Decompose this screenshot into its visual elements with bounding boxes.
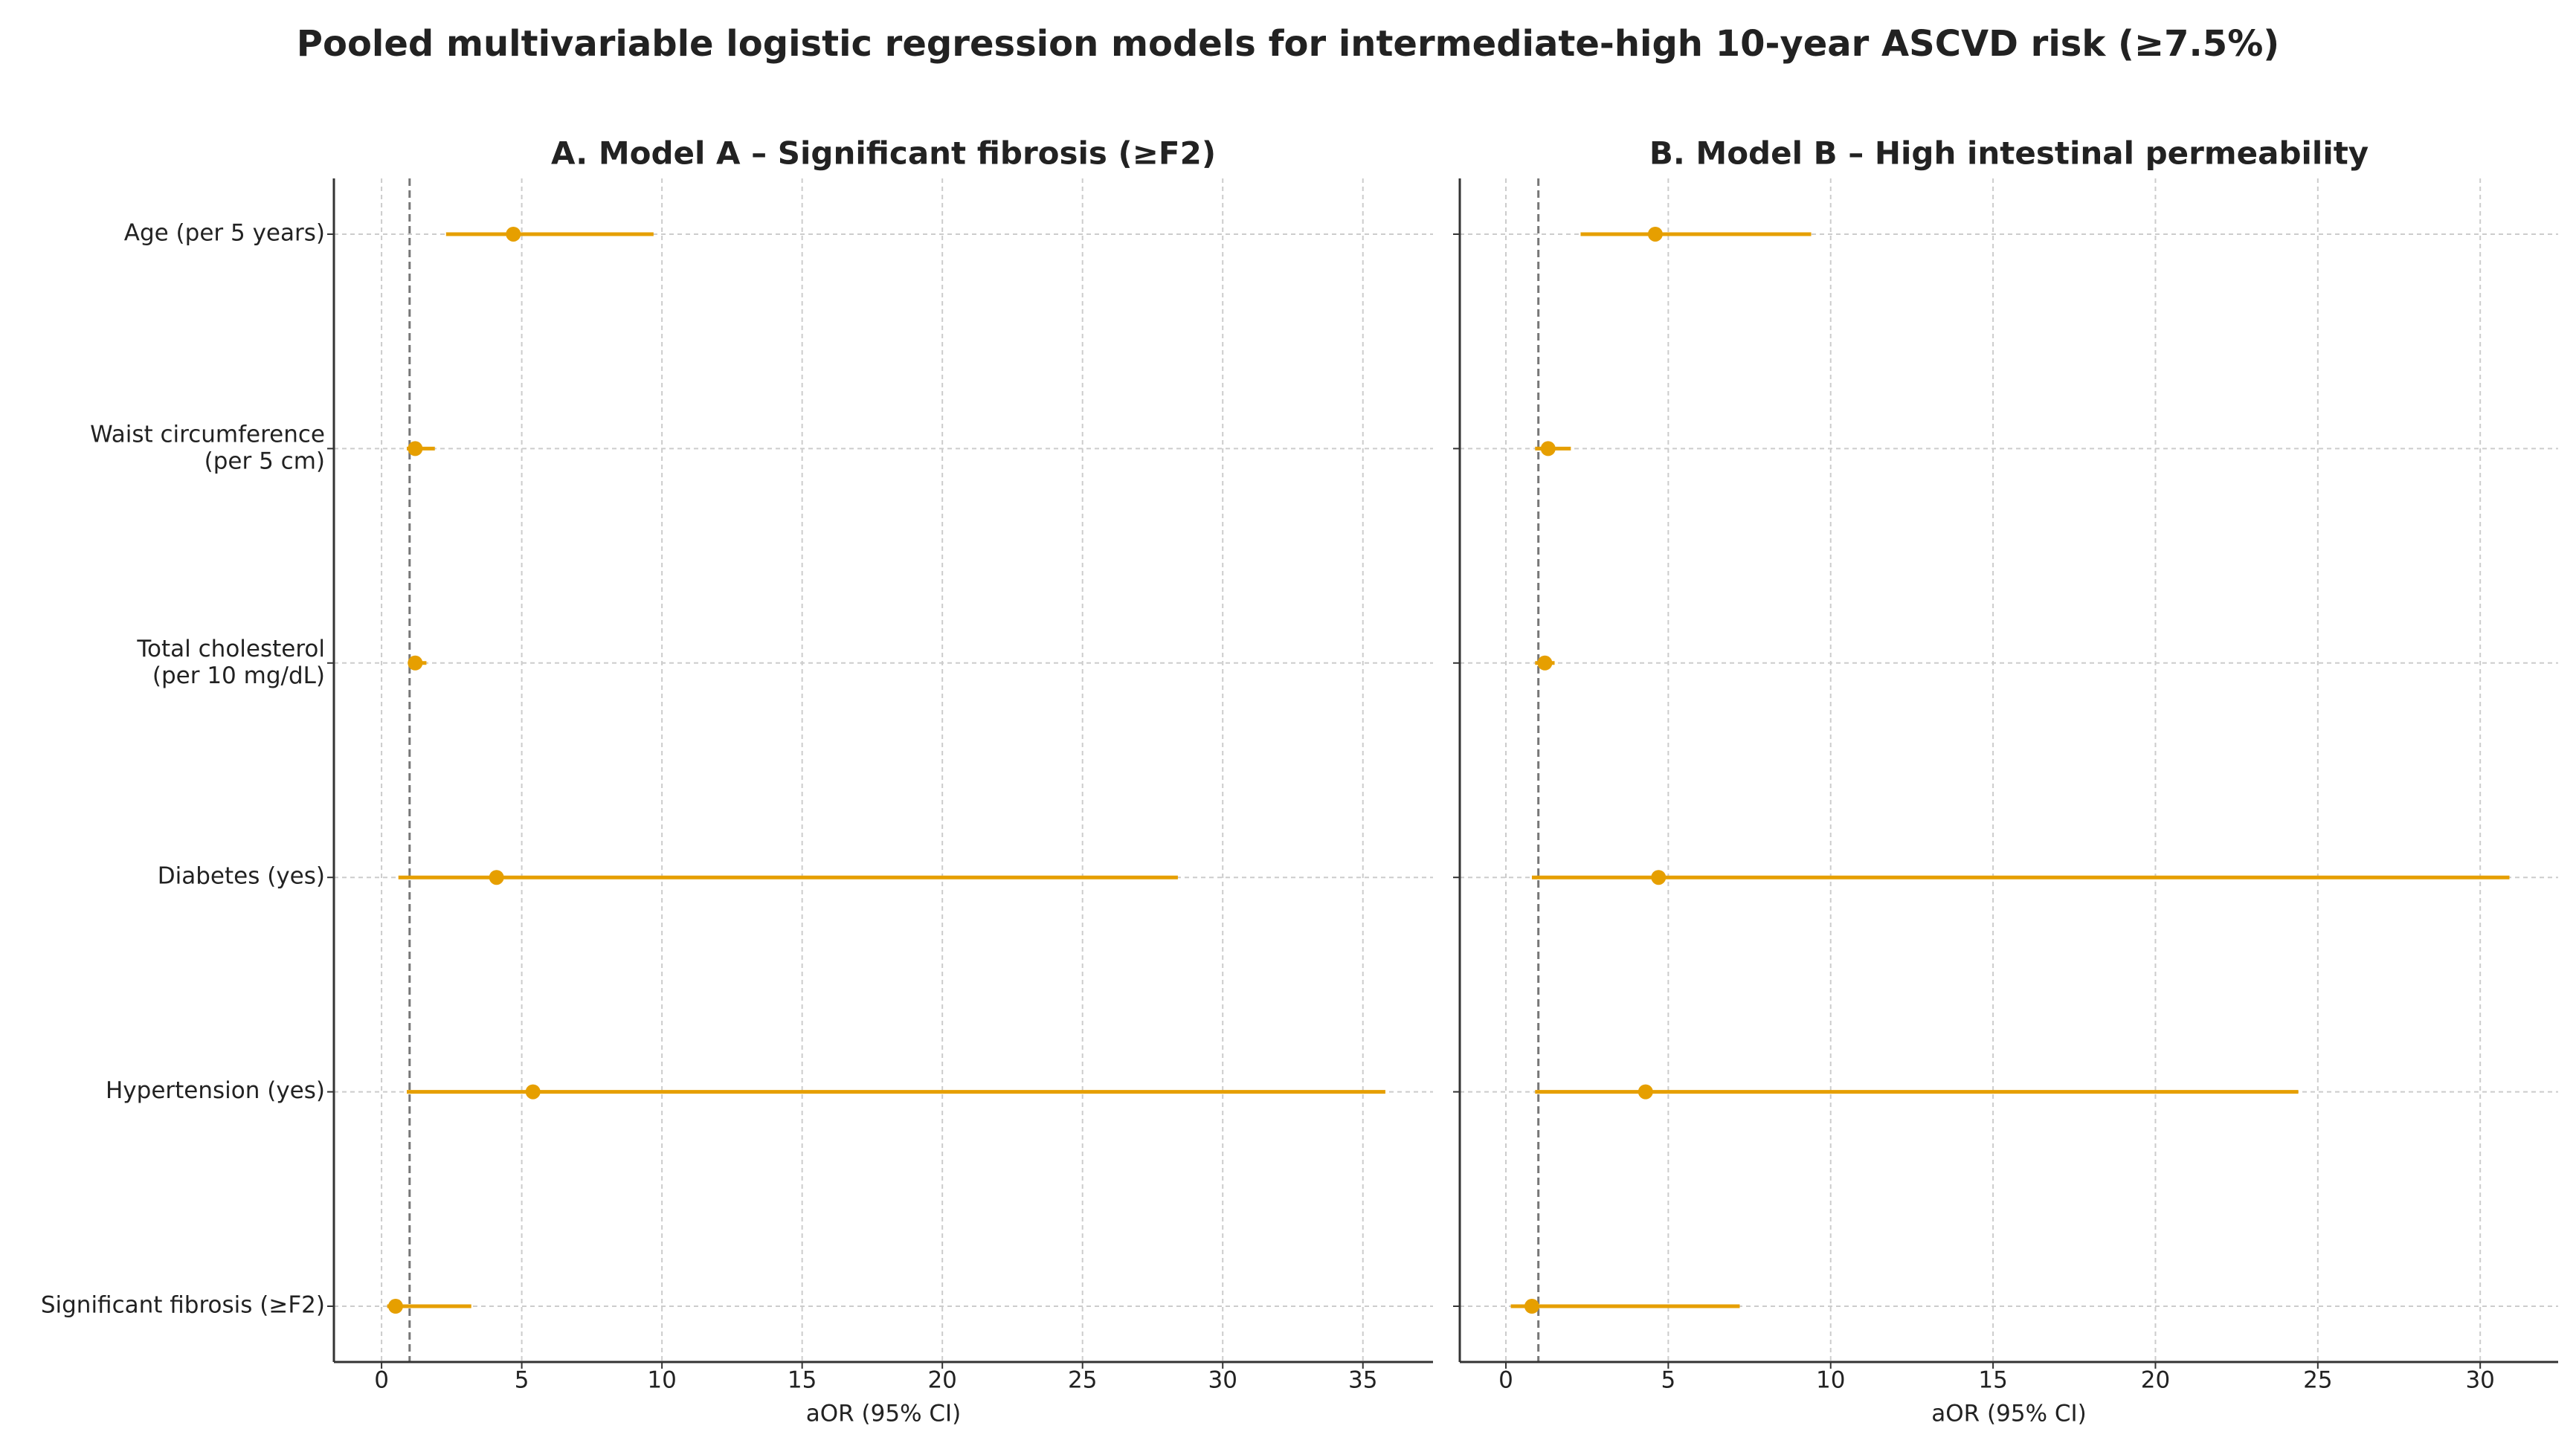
y-tick-label: Diabetes (yes) — [158, 863, 325, 890]
x-tick-label: 25 — [1068, 1367, 1097, 1394]
point-estimate — [525, 1084, 541, 1100]
point-estimate — [408, 655, 423, 671]
point-estimate — [408, 441, 423, 456]
point-estimate — [489, 870, 504, 885]
point-estimate — [506, 226, 521, 242]
x-tick-label: 0 — [374, 1367, 389, 1394]
x-tick-label: 30 — [1208, 1367, 1237, 1394]
x-tick-label: 5 — [515, 1367, 529, 1394]
x-tick-label: 15 — [788, 1367, 817, 1394]
x-tick-label: 20 — [2141, 1367, 2170, 1394]
point-estimate — [1638, 1084, 1653, 1100]
x-tick-label: 35 — [1348, 1367, 1377, 1394]
x-tick-label: 30 — [2465, 1367, 2494, 1394]
y-tick-label: Hypertension (yes) — [106, 1077, 325, 1104]
point-estimate — [1524, 1299, 1539, 1314]
x-tick-label: 10 — [647, 1367, 676, 1394]
x-axis-label: aOR (95% CI) — [806, 1401, 962, 1427]
point-estimate — [387, 1299, 403, 1314]
x-tick-label: 5 — [1661, 1367, 1676, 1394]
x-tick-label: 20 — [927, 1367, 956, 1394]
point-estimate — [1537, 655, 1553, 671]
x-tick-label: 25 — [2303, 1367, 2332, 1394]
figure-title: Pooled multivariable logistic regression… — [297, 23, 2279, 65]
y-tick-label: Significant fibrosis (≥F2) — [41, 1292, 325, 1319]
point-estimate — [1647, 226, 1663, 242]
point-estimate — [1540, 441, 1556, 456]
x-tick-label: 15 — [1978, 1367, 2007, 1394]
panel-title: B. Model B – High intestinal permeabilit… — [1649, 135, 2369, 172]
y-tick-label: Age (per 5 years) — [124, 219, 325, 246]
x-axis-label: aOR (95% CI) — [1931, 1401, 2087, 1427]
x-tick-label: 10 — [1816, 1367, 1845, 1394]
x-tick-label: 0 — [1498, 1367, 1513, 1394]
panel-title: A. Model A – Significant fibrosis (≥F2) — [551, 135, 1216, 172]
y-tick-label: Total cholesterol (per 10 mg/dL) — [136, 635, 325, 688]
point-estimate — [1651, 870, 1667, 885]
y-tick-label: Waist circumference (per 5 cm) — [90, 421, 325, 474]
